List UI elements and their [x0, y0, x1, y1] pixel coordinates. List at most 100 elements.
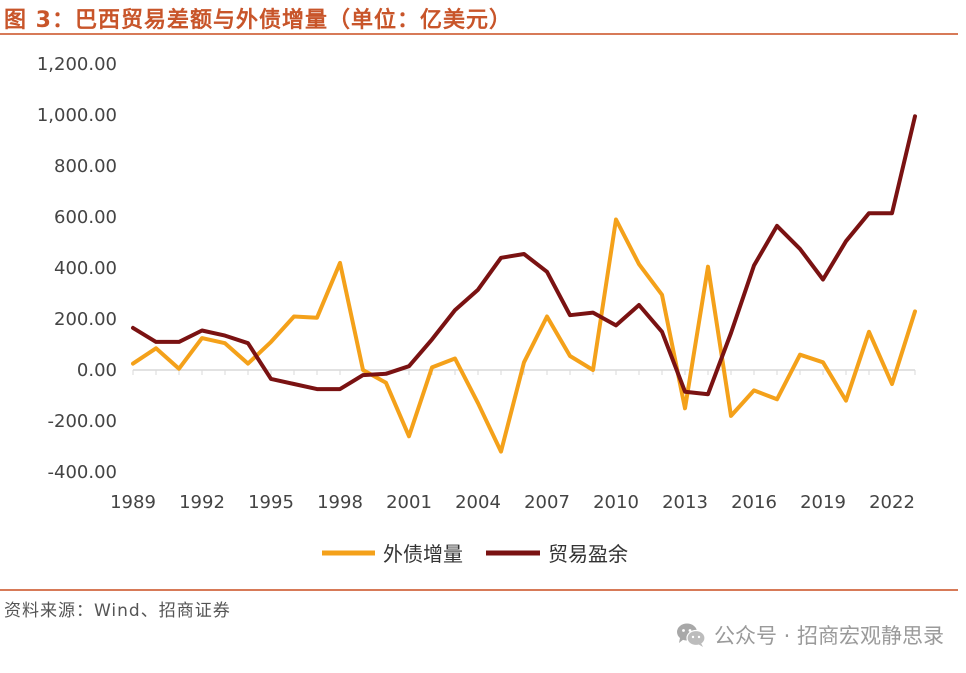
data-point: [569, 355, 571, 357]
wechat-icon: [676, 623, 706, 647]
figure-title: 图 3：巴西贸易差额与外债增量（单位：亿美元）: [4, 8, 512, 33]
data-point: [523, 361, 525, 364]
watermark: 公众号 · 招商宏观静思录: [676, 620, 944, 650]
data-point: [270, 341, 272, 343]
y-tick-label: 1,000.00: [37, 105, 117, 126]
x-tick-label: 1992: [179, 492, 225, 513]
data-point: [316, 388, 318, 390]
data-point: [730, 415, 732, 417]
data-point: [132, 327, 134, 329]
data-point: [914, 310, 916, 313]
data-point: [569, 314, 571, 316]
data-point: [868, 330, 870, 333]
data-point: [477, 402, 479, 404]
y-tick-label: 200.00: [54, 309, 117, 330]
data-point: [822, 361, 824, 364]
x-tick-label: 1995: [248, 492, 294, 513]
data-point: [178, 367, 180, 370]
y-tick-label: 600.00: [54, 207, 117, 228]
source-note: 资料来源：Wind、招商证券: [4, 601, 231, 621]
title-bar: 图 3：巴西贸易差额与外债增量（单位：亿美元）: [0, 0, 958, 35]
source-divider: [0, 589, 958, 591]
data-point: [707, 393, 709, 396]
data-point: [891, 212, 893, 214]
data-point: [684, 407, 686, 410]
data-point: [431, 338, 433, 341]
data-point: [707, 265, 709, 268]
data-point: [431, 366, 433, 369]
title-divider: [0, 33, 958, 35]
data-point: [155, 341, 157, 343]
x-tick-label: 2007: [524, 492, 570, 513]
data-point: [638, 263, 640, 265]
data-point: [753, 264, 755, 267]
x-tick-label: 2010: [593, 492, 639, 513]
y-tick-label: 800.00: [54, 156, 117, 177]
x-tick-label: 2001: [386, 492, 432, 513]
x-tick-label: 1998: [317, 492, 363, 513]
x-tick-label: 2022: [869, 492, 915, 513]
y-tick-label: -200.00: [48, 411, 117, 432]
legend: 外债增量 贸易盈余: [322, 542, 628, 566]
data-point: [293, 315, 295, 318]
x-tick-label: 1989: [110, 492, 156, 513]
data-point: [477, 288, 479, 291]
data-point: [776, 398, 778, 401]
data-point: [799, 353, 801, 356]
data-point: [845, 399, 847, 402]
data-point: [132, 362, 134, 365]
data-point: [500, 450, 502, 453]
data-point: [891, 383, 893, 385]
data-point: [592, 369, 594, 371]
data-point: [868, 212, 870, 214]
data-point: [661, 330, 663, 333]
x-axis: 1989 1992 1995 1998 2001 2004 2007 2010 2013 2016…: [110, 369, 916, 513]
data-point: [224, 342, 226, 345]
data-point: [799, 248, 801, 250]
data-point: [247, 362, 249, 365]
data-point: [684, 390, 686, 393]
legend-label: 外债增量: [383, 542, 463, 566]
y-tick-label: -400.00: [48, 462, 117, 483]
data-point: [592, 311, 594, 314]
data-point: [201, 337, 203, 339]
y-axis-labels: 1,200.00 1,000.00 800.00 600.00 400.00 200.00…: [37, 54, 117, 483]
data-point: [753, 389, 755, 392]
data-point: [546, 315, 548, 318]
data-point: [247, 342, 249, 345]
data-point: [661, 293, 663, 296]
data-point: [615, 218, 617, 221]
data-point: [638, 304, 640, 306]
data-point: [408, 365, 410, 367]
data-point: [408, 435, 410, 438]
data-point: [316, 316, 318, 319]
data-point: [730, 332, 732, 334]
data-point: [615, 324, 617, 327]
data-point: [293, 383, 295, 385]
data-point: [914, 115, 916, 118]
data-point: [224, 334, 226, 337]
legend-label: 贸易盈余: [548, 542, 628, 566]
x-tick-label: 2016: [731, 492, 777, 513]
data-point: [178, 341, 180, 343]
series-lines: [131, 114, 917, 454]
watermark-text: 公众号 · 招商宏观静思录: [713, 624, 944, 648]
data-point: [155, 347, 157, 350]
data-point: [776, 225, 778, 227]
y-tick-label: 400.00: [54, 258, 117, 279]
y-tick-label: 0.00: [77, 360, 117, 381]
data-point: [385, 373, 387, 375]
data-point: [523, 253, 525, 255]
data-point: [845, 240, 847, 243]
line-chart: 1,200.00 1,000.00 800.00 600.00 400.00 200.00…: [37, 54, 917, 566]
x-tick-label: 2004: [455, 492, 501, 513]
data-point: [454, 309, 456, 311]
y-tick-label: 1,200.00: [37, 54, 117, 75]
data-point: [546, 271, 548, 273]
data-point: [339, 388, 341, 390]
data-point: [500, 257, 502, 259]
data-point: [822, 278, 824, 281]
data-point: [454, 357, 456, 360]
data-point: [201, 329, 203, 332]
x-tick-label: 2019: [800, 492, 846, 513]
